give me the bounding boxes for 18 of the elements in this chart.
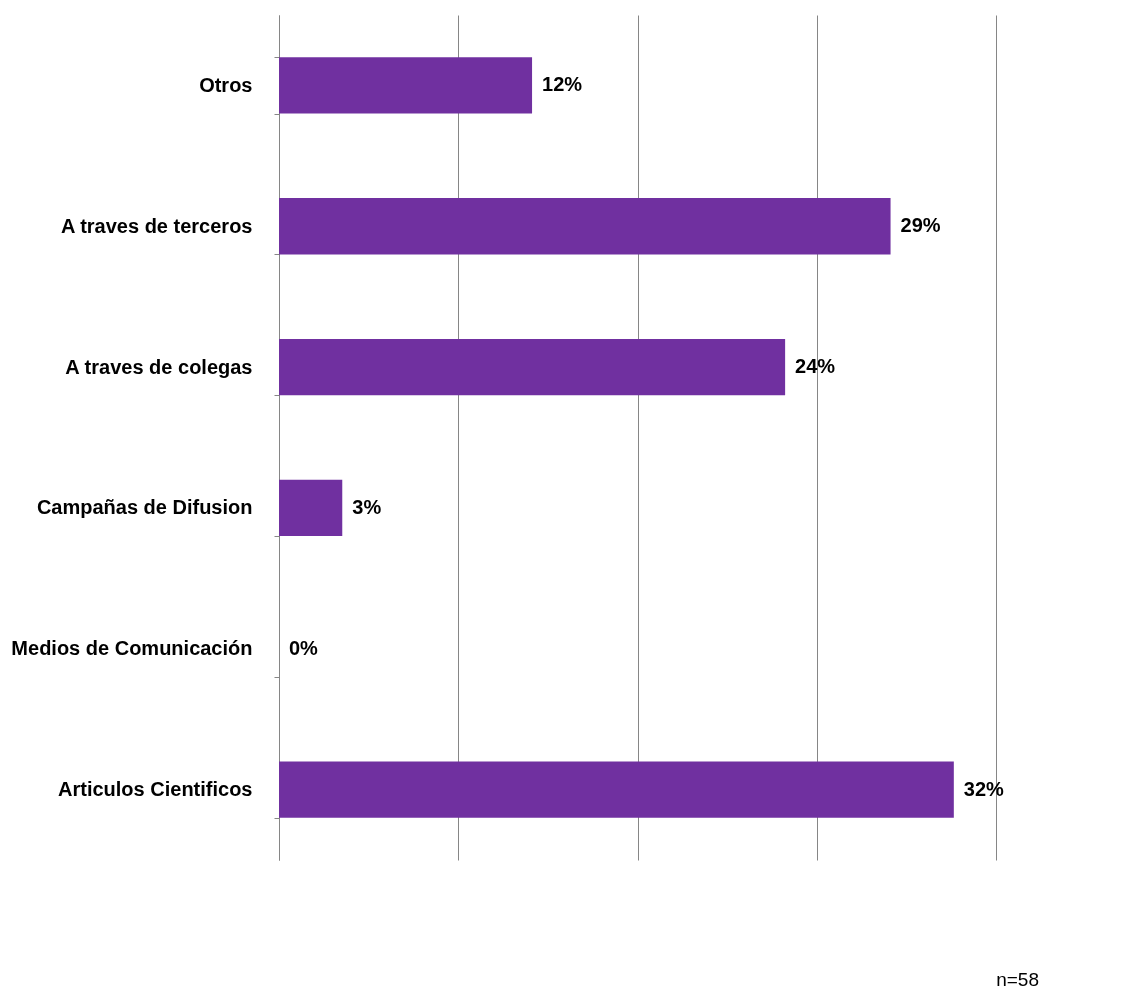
data-label: 32% (963, 777, 1005, 800)
data-label: 12% (542, 73, 583, 96)
bar (279, 761, 954, 818)
y-tick-label: Articulos Cientificos (58, 778, 253, 801)
data-label: 3% (352, 495, 382, 518)
data-label: 24% (795, 355, 836, 378)
y-tick-label: A traves de colegas (65, 355, 253, 378)
y-tick-label: Campañas de Difusion (36, 496, 253, 519)
y-tick-label: Otros (199, 73, 253, 96)
y-tick-label: A traves de terceros (60, 214, 253, 237)
text: n=58 (996, 969, 1039, 990)
bar (279, 338, 786, 396)
bar (279, 198, 891, 255)
y-tick-label: Medios de Comunicación (11, 637, 253, 660)
data-label: 29% (900, 214, 941, 237)
data-label: 0% (289, 636, 319, 659)
bar (279, 479, 343, 537)
bar (279, 57, 533, 114)
